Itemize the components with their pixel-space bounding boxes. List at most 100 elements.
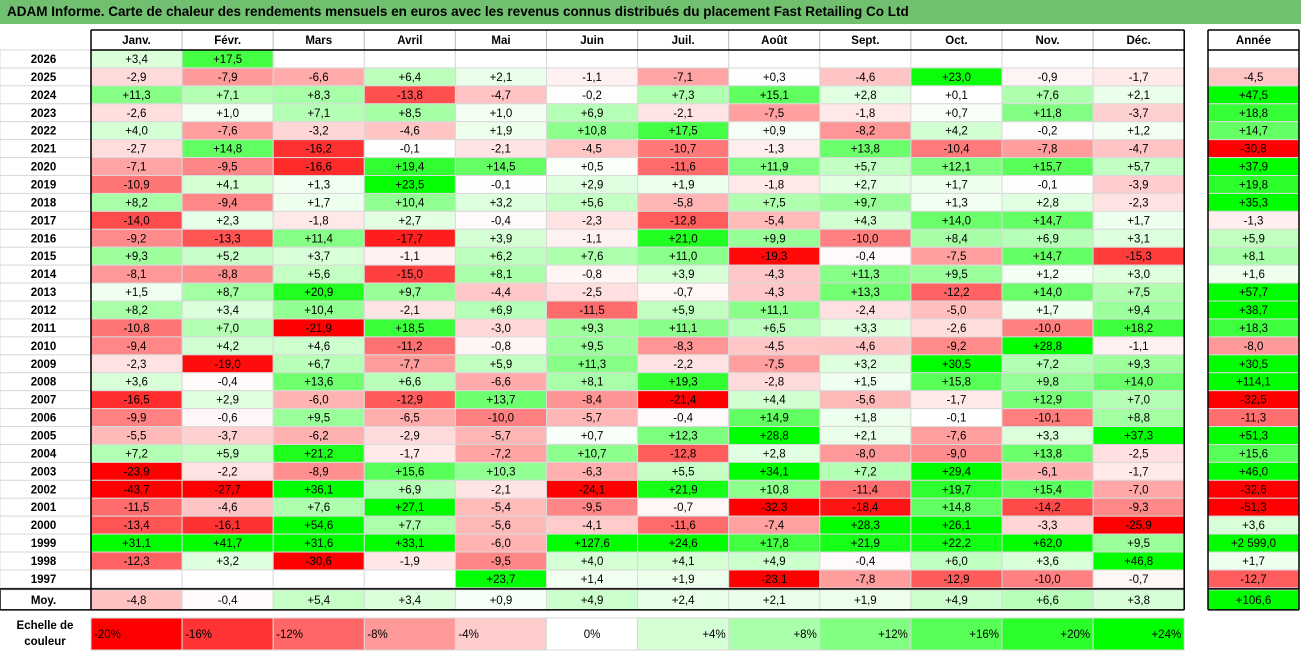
- heatmap-cell-value: -10,9: [123, 180, 149, 192]
- heatmap-cell-value: +4,2: [945, 126, 968, 138]
- heatmap-cell-value: -0,7: [1129, 574, 1149, 586]
- year-label: 2023: [31, 108, 57, 120]
- heatmap-cell-value: +11,1: [669, 323, 697, 335]
- heatmap-cell-value: -0,4: [855, 556, 875, 568]
- heatmap-cell-value: +3,4: [125, 54, 148, 66]
- heatmap-cell-value: -1,7: [1129, 72, 1149, 84]
- heatmap-cell-value: +8,2: [125, 197, 148, 209]
- month-header-label: Juin: [580, 35, 604, 47]
- heatmap-cell-value: +6,9: [490, 305, 513, 317]
- year-label: 2014: [31, 269, 57, 281]
- heatmap-cell-value: +7,0: [1127, 395, 1150, 407]
- heatmap-cell-value: -16,5: [123, 395, 149, 407]
- heatmap-cell-value: +8,7: [216, 287, 239, 299]
- annual-cell-value: +2 599,0: [1231, 538, 1276, 550]
- heatmap-cell-value: +24,6: [669, 538, 698, 550]
- heatmap-cell-value: -14,2: [1034, 502, 1060, 514]
- heatmap-cell-value: +6,5: [763, 323, 786, 335]
- heatmap-cell-value: -12,9: [943, 574, 969, 586]
- heatmap-cell-value: -12,9: [397, 395, 423, 407]
- scale-swatch-label: 0%: [584, 629, 601, 641]
- month-header-label: Oct.: [945, 35, 967, 47]
- heatmap-cell-value: +3,9: [672, 269, 695, 281]
- heatmap-cell-value: -4,3: [764, 287, 784, 299]
- heatmap-cell-value: +21,2: [304, 448, 333, 460]
- heatmap-cell-value: -0,8: [582, 269, 602, 281]
- annual-cell-value: -32,5: [1240, 395, 1266, 407]
- year-label: 2005: [31, 431, 57, 443]
- heatmap-cell-value: -0,6: [218, 413, 238, 425]
- heatmap-cell-value: -0,1: [400, 144, 420, 156]
- heatmap-cell-value: +0,3: [763, 72, 786, 84]
- heatmap-cell-value: -1,7: [947, 395, 967, 407]
- month-header-label: Mars: [305, 35, 332, 47]
- heatmap-cell-value: +14,7: [1033, 251, 1062, 263]
- heatmap-cell-value: +28,8: [760, 431, 789, 443]
- heatmap-cell-value: -7,2: [491, 448, 511, 460]
- heatmap-cell-value: +30,5: [942, 359, 971, 371]
- year-label: 2007: [31, 395, 57, 407]
- heatmap-cell-value: +2,8: [763, 448, 786, 460]
- month-header-label: Mai: [491, 35, 510, 47]
- heatmap-cell-value: +23,7: [486, 574, 515, 586]
- heatmap-cell-value: -6,6: [491, 377, 511, 389]
- heatmap-cell-value: -0,4: [491, 215, 511, 227]
- heatmap-cell-value: +0,7: [581, 431, 604, 443]
- annual-cell-value: -32,6: [1240, 484, 1266, 496]
- heatmap-cell-value: +7,1: [216, 90, 239, 102]
- heatmap-cell-value: +1,9: [672, 574, 695, 586]
- year-label: 2006: [31, 413, 57, 425]
- annual-cell-value: +8,1: [1242, 251, 1265, 263]
- heatmap-cell-value: +14,5: [486, 162, 515, 174]
- heatmap-cell-value: +14,0: [942, 215, 971, 227]
- heatmap-cell-value: +9,8: [1036, 377, 1059, 389]
- heatmap-cell: [819, 49, 912, 69]
- heatmap-cell-value: +11,3: [122, 90, 150, 102]
- heatmap-cell-value: +8,3: [307, 90, 330, 102]
- heatmap-cell-value: -7,5: [764, 359, 784, 371]
- heatmap-cell-value: -1,3: [764, 144, 784, 156]
- heatmap-cell-value: -2,6: [947, 323, 967, 335]
- heatmap-cell-value: +28,3: [851, 520, 880, 532]
- heatmap-cell-value: +3,3: [854, 323, 877, 335]
- heatmap-cell-value: -8,1: [127, 269, 147, 281]
- heatmap-cell-value: -4,3: [764, 269, 784, 281]
- annual-cell-value: +15,6: [1239, 448, 1268, 460]
- year-label: 2018: [31, 197, 57, 209]
- heatmap-cell-value: +2,1: [1127, 90, 1150, 102]
- annual-cell-value: +19,8: [1239, 180, 1268, 192]
- heatmap-cell-value: +1,9: [672, 180, 695, 192]
- heatmap-cell-value: -9,5: [582, 502, 602, 514]
- heatmap-cell-value: -4,6: [855, 72, 875, 84]
- heatmap-cell-value: -27,7: [215, 484, 241, 496]
- heatmap-cell-value: -7,6: [218, 126, 238, 138]
- heatmap-cell-value: -2,7: [127, 144, 147, 156]
- heatmap-cell-value: +19,3: [669, 377, 698, 389]
- heatmap-cell-value: +2,1: [854, 431, 877, 443]
- year-label: 2001: [31, 502, 57, 514]
- heatmap-cell-value: -13,3: [215, 233, 241, 245]
- heatmap-cell-value: +5,9: [490, 359, 513, 371]
- year-label: 2016: [31, 233, 57, 245]
- annual-cell-value: +46,0: [1239, 466, 1268, 478]
- year-label: 2019: [31, 180, 57, 192]
- heatmap-cell-value: +31,6: [304, 538, 333, 550]
- heatmap-cell-value: -43,7: [123, 484, 149, 496]
- heatmap-cell-value: +5,9: [672, 305, 695, 317]
- heatmap-cell-value: -2,1: [491, 484, 511, 496]
- heatmap-cell-value: -21,4: [670, 395, 697, 407]
- scale-label-line2: couleur: [24, 636, 66, 648]
- annual-cell-value: +30,5: [1239, 359, 1268, 371]
- scale-swatch: [90, 617, 183, 651]
- average-cell-value: +2,1: [763, 595, 786, 607]
- heatmap-cell-value: +7,2: [125, 448, 148, 460]
- heatmap-cell-value: +1,7: [1127, 215, 1150, 227]
- heatmap-cell-value: -6,1: [1038, 466, 1058, 478]
- heatmap-cell-value: +3,0: [1127, 269, 1150, 281]
- average-cell-value: +3,8: [1127, 595, 1150, 607]
- average-cell-value: +3,4: [398, 595, 421, 607]
- scale-swatch: [546, 617, 639, 651]
- heatmap-cell-value: +10,4: [395, 197, 425, 209]
- heatmap-cell-value: -2,8: [764, 377, 784, 389]
- heatmap-cell-value: +7,0: [216, 323, 239, 335]
